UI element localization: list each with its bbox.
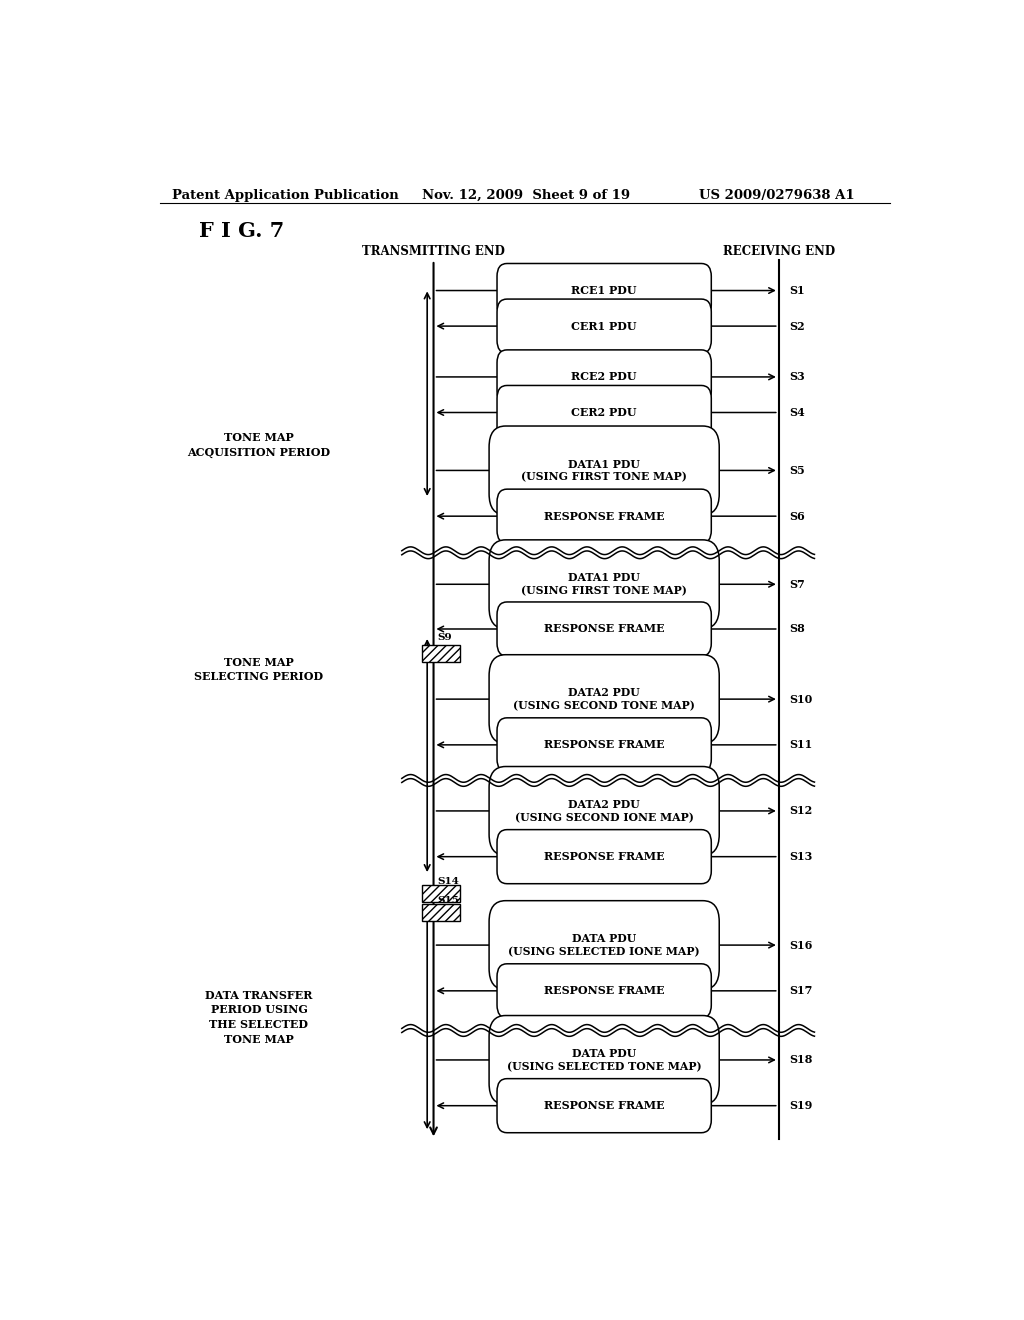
- Text: S11: S11: [790, 739, 812, 750]
- Text: S1: S1: [790, 285, 805, 296]
- Text: CER1 PDU: CER1 PDU: [571, 321, 637, 331]
- Text: S5: S5: [790, 465, 805, 477]
- Text: S6: S6: [790, 511, 805, 521]
- FancyBboxPatch shape: [497, 830, 712, 883]
- FancyBboxPatch shape: [497, 350, 712, 404]
- Text: DATA1 PDU
(USING FIRST TONE MAP): DATA1 PDU (USING FIRST TONE MAP): [521, 573, 687, 597]
- Bar: [422, 884, 460, 902]
- Text: TRANSMITTING END: TRANSMITTING END: [362, 246, 505, 257]
- Text: RESPONSE FRAME: RESPONSE FRAME: [544, 623, 665, 635]
- Text: RCE2 PDU: RCE2 PDU: [571, 371, 637, 383]
- FancyBboxPatch shape: [489, 900, 719, 990]
- FancyBboxPatch shape: [497, 385, 712, 440]
- Text: US 2009/0279638 A1: US 2009/0279638 A1: [699, 189, 855, 202]
- FancyBboxPatch shape: [489, 767, 719, 855]
- FancyBboxPatch shape: [497, 718, 712, 772]
- Text: S7: S7: [790, 578, 805, 590]
- Text: DATA PDU
(USING SELECTED TONE MAP): DATA PDU (USING SELECTED TONE MAP): [507, 1048, 701, 1072]
- FancyBboxPatch shape: [497, 490, 712, 544]
- Text: RECEIVING END: RECEIVING END: [723, 246, 835, 257]
- Text: TONE MAP
ACQUISITION PERIOD: TONE MAP ACQUISITION PERIOD: [187, 432, 331, 458]
- Text: RESPONSE FRAME: RESPONSE FRAME: [544, 739, 665, 750]
- Text: Patent Application Publication: Patent Application Publication: [172, 189, 398, 202]
- Text: S4: S4: [790, 407, 805, 418]
- Text: S19: S19: [790, 1100, 812, 1111]
- FancyBboxPatch shape: [489, 1015, 719, 1105]
- Text: S3: S3: [790, 371, 805, 383]
- Text: S2: S2: [790, 321, 805, 331]
- Text: S16: S16: [790, 940, 812, 950]
- Text: F I G. 7: F I G. 7: [200, 222, 285, 242]
- Bar: [422, 904, 460, 921]
- Text: RESPONSE FRAME: RESPONSE FRAME: [544, 985, 665, 997]
- FancyBboxPatch shape: [497, 602, 712, 656]
- Bar: [422, 644, 460, 663]
- Text: DATA2 PDU
(USING SECOND TONE MAP): DATA2 PDU (USING SECOND TONE MAP): [513, 688, 695, 711]
- FancyBboxPatch shape: [489, 426, 719, 515]
- Text: S10: S10: [790, 693, 812, 705]
- FancyBboxPatch shape: [497, 1078, 712, 1133]
- Text: DATA2 PDU
(USING SECOND IONE MAP): DATA2 PDU (USING SECOND IONE MAP): [515, 799, 693, 822]
- Text: RESPONSE FRAME: RESPONSE FRAME: [544, 511, 665, 521]
- Text: S18: S18: [790, 1055, 812, 1065]
- FancyBboxPatch shape: [489, 655, 719, 743]
- Text: CER2 PDU: CER2 PDU: [571, 407, 637, 418]
- FancyBboxPatch shape: [497, 964, 712, 1018]
- Text: S15: S15: [437, 896, 460, 906]
- Text: S9: S9: [437, 634, 453, 643]
- FancyBboxPatch shape: [489, 540, 719, 628]
- Text: DATA PDU
(USING SELECTED IONE MAP): DATA PDU (USING SELECTED IONE MAP): [508, 933, 700, 957]
- Text: RESPONSE FRAME: RESPONSE FRAME: [544, 1100, 665, 1111]
- Text: TONE MAP
SELECTING PERIOD: TONE MAP SELECTING PERIOD: [195, 657, 324, 682]
- Text: DATA TRANSFER
PERIOD USING
THE SELECTED
TONE MAP: DATA TRANSFER PERIOD USING THE SELECTED …: [205, 990, 312, 1044]
- Text: S14: S14: [437, 878, 460, 886]
- Text: RCE1 PDU: RCE1 PDU: [571, 285, 637, 296]
- Text: S17: S17: [790, 985, 812, 997]
- Text: S8: S8: [790, 623, 805, 635]
- FancyBboxPatch shape: [497, 300, 712, 354]
- Text: S12: S12: [790, 805, 812, 817]
- FancyBboxPatch shape: [497, 264, 712, 318]
- Text: S13: S13: [790, 851, 812, 862]
- Text: Nov. 12, 2009  Sheet 9 of 19: Nov. 12, 2009 Sheet 9 of 19: [422, 189, 630, 202]
- Text: DATA1 PDU
(USING FIRST TONE MAP): DATA1 PDU (USING FIRST TONE MAP): [521, 458, 687, 482]
- Text: RESPONSE FRAME: RESPONSE FRAME: [544, 851, 665, 862]
